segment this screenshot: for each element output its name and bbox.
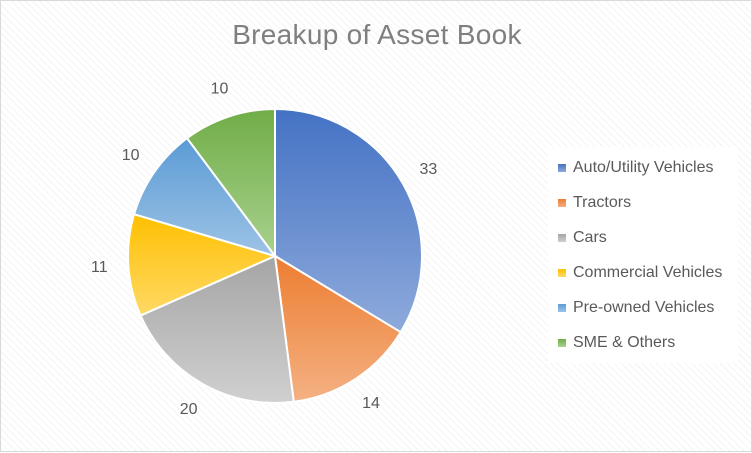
legend-label: Cars [573,229,607,246]
pie-slice-auto-utility-vehicles [274,107,423,334]
legend-item-auto-utility-vehicles: Auto/Utility Vehicles [558,157,714,179]
legend-item-cars: Cars [558,227,607,249]
pie-slice-tractors [273,254,403,403]
legend-item-commercial-vehicles: Commercial Vehicles [558,262,722,284]
pie-slice-cars [139,254,295,404]
legend-swatch [558,234,566,242]
pie-slice-sme-others [185,107,276,260]
data-label-sme-others: 10 [211,80,229,97]
legend-item-sme-others: SME & Others [558,332,675,354]
legend-label: Commercial Vehicles [573,264,723,281]
data-label-auto-utility-vehicles: 33 [419,161,437,178]
data-label-tractors: 14 [362,395,380,412]
legend-label: Pre-owned Vehicles [573,299,715,316]
legend-swatch [558,339,566,347]
legend-label: SME & Others [573,334,676,351]
legend-swatch [558,304,566,312]
legend-swatch [558,269,566,277]
legend-label: Tractors [573,194,632,211]
data-label-pre-owned-vehicles: 10 [122,147,140,164]
legend-item-pre-owned-vehicles: Pre-owned Vehicles [558,297,714,319]
legend-label: Auto/Utility Vehicles [573,159,714,176]
chart-title: Breakup of Asset Book [232,19,522,50]
data-label-cars: 20 [180,401,198,418]
legend-swatch [558,164,566,172]
legend-swatch [558,199,566,207]
legend: Auto/Utility Vehicles Tractors Cars Commerc… [548,147,738,363]
pie-slice-commercial-vehicles [127,212,278,317]
legend-item-tractors: Tractors [558,192,631,214]
pie-slice-pre-owned-vehicles [132,136,278,258]
data-label-commercial-vehicles: 11 [91,259,108,276]
